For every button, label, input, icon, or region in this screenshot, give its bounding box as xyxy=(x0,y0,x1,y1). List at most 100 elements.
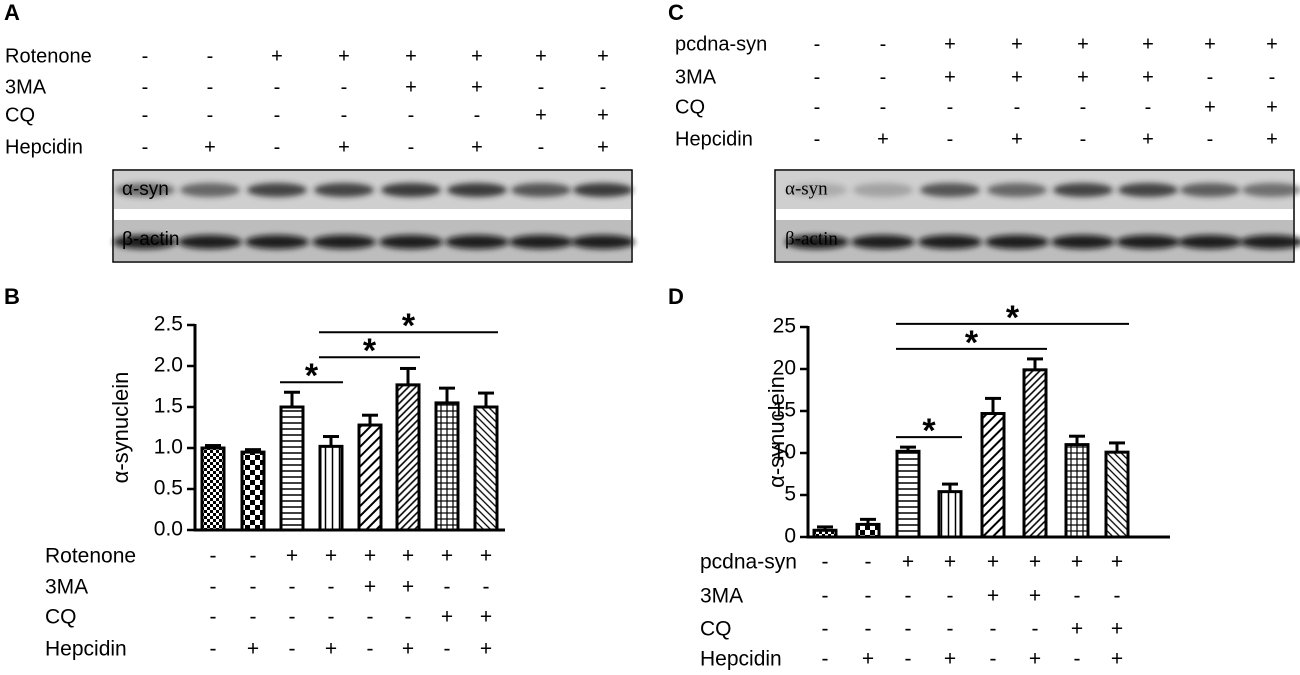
condition-symbol: - xyxy=(274,76,281,98)
condition-symbol: - xyxy=(207,76,214,98)
bar xyxy=(240,450,266,532)
significance-mark: * xyxy=(965,324,979,362)
condition-symbol: - xyxy=(210,545,217,568)
condition-symbol: + xyxy=(204,136,216,158)
condition-symbol: - xyxy=(538,76,545,98)
blot-band xyxy=(178,235,242,249)
condition-symbol: + xyxy=(987,585,999,608)
condition-symbol: - xyxy=(408,136,415,158)
blot-band xyxy=(180,183,240,197)
condition-name: CQ xyxy=(45,606,77,629)
condition-symbol: - xyxy=(250,576,257,599)
blot-band xyxy=(787,183,847,197)
condition-symbol: - xyxy=(1145,96,1152,118)
condition-symbol: - xyxy=(865,585,872,608)
condition-symbol: - xyxy=(142,104,149,126)
condition-symbol: - xyxy=(483,576,490,599)
condition-symbol: - xyxy=(880,33,887,55)
condition-symbol: + xyxy=(1204,96,1216,118)
condition-symbol: - xyxy=(474,104,481,126)
bar xyxy=(200,446,226,532)
condition-symbol: + xyxy=(1111,551,1123,574)
condition-symbol: + xyxy=(1142,33,1154,55)
bar xyxy=(855,522,881,539)
blot-band xyxy=(920,183,980,197)
y-axis-label: α-synuclein xyxy=(764,376,789,488)
condition-symbol: + xyxy=(471,45,483,67)
condition-symbol: - xyxy=(328,606,335,629)
condition-symbol: - xyxy=(822,648,829,671)
condition-symbol: + xyxy=(325,545,337,568)
condition-name: 3MA xyxy=(5,76,47,98)
blot-band xyxy=(1242,183,1300,197)
condition-symbol: - xyxy=(274,104,281,126)
condition-symbol: - xyxy=(328,576,335,599)
y-tick-label: 0 xyxy=(784,525,796,548)
condition-symbol: + xyxy=(1142,128,1154,150)
blot-band xyxy=(1178,235,1242,249)
blot-band xyxy=(509,235,573,249)
condition-symbol: + xyxy=(1029,551,1041,574)
condition-symbol: + xyxy=(1077,33,1089,55)
condition-symbol: - xyxy=(289,606,296,629)
condition-symbol: + xyxy=(441,606,453,629)
condition-symbol: + xyxy=(338,45,350,67)
condition-name: CQ xyxy=(700,618,732,641)
significance-mark: * xyxy=(922,412,936,450)
condition-symbol: - xyxy=(947,618,954,641)
condition-symbol: - xyxy=(814,33,821,55)
blot-band xyxy=(245,235,309,249)
condition-symbol: + xyxy=(471,76,483,98)
band-label: α-syn xyxy=(785,178,828,199)
condition-symbol: + xyxy=(1204,33,1216,55)
condition-symbol: - xyxy=(880,96,887,118)
condition-symbol: + xyxy=(1077,66,1089,88)
condition-name: Rotenone xyxy=(45,545,136,568)
condition-name: Rotenone xyxy=(5,45,92,67)
y-tick-label: 15 xyxy=(773,399,796,422)
y-tick-label: 5 xyxy=(784,483,796,506)
condition-symbol: + xyxy=(1071,618,1083,641)
band-label: β-actin xyxy=(785,228,838,249)
blot-band xyxy=(987,183,1047,197)
bar xyxy=(357,423,383,532)
condition-symbol: + xyxy=(1011,128,1023,150)
blot-band xyxy=(511,183,571,197)
condition-symbol: + xyxy=(286,545,298,568)
condition-symbol: - xyxy=(865,618,872,641)
blot-band xyxy=(247,183,307,197)
condition-symbol: - xyxy=(814,66,821,88)
significance-mark: * xyxy=(305,357,319,395)
condition-symbol: + xyxy=(247,638,259,661)
condition-symbol: - xyxy=(1074,585,1081,608)
condition-symbol: + xyxy=(480,606,492,629)
blot-band xyxy=(918,235,982,249)
condition-symbol: + xyxy=(535,104,547,126)
blot-band xyxy=(1116,235,1180,249)
condition-symbol: + xyxy=(402,576,414,599)
blot-band xyxy=(113,235,177,249)
condition-symbol: - xyxy=(822,551,829,574)
blot-band xyxy=(573,183,633,197)
y-tick-label: 1.5 xyxy=(154,395,183,418)
condition-symbol: - xyxy=(341,104,348,126)
condition-symbol: - xyxy=(367,606,374,629)
significance-mark: * xyxy=(1006,299,1020,337)
condition-symbol: - xyxy=(210,638,217,661)
condition-symbol: + xyxy=(1029,648,1041,671)
condition-symbol: + xyxy=(1111,618,1123,641)
condition-symbol: - xyxy=(408,104,415,126)
condition-symbol: + xyxy=(364,545,376,568)
condition-symbol: - xyxy=(1114,585,1121,608)
bar xyxy=(812,528,838,539)
blot-band xyxy=(312,235,376,249)
condition-symbol: - xyxy=(905,618,912,641)
condition-symbol: + xyxy=(1029,585,1041,608)
panel-label: C xyxy=(668,0,684,25)
blot-band xyxy=(1118,183,1178,197)
condition-symbol: + xyxy=(944,648,956,671)
condition-symbol: - xyxy=(1269,66,1276,88)
band-label: α-syn xyxy=(122,179,169,200)
blot-band xyxy=(785,235,849,249)
panel-label: B xyxy=(4,284,20,309)
